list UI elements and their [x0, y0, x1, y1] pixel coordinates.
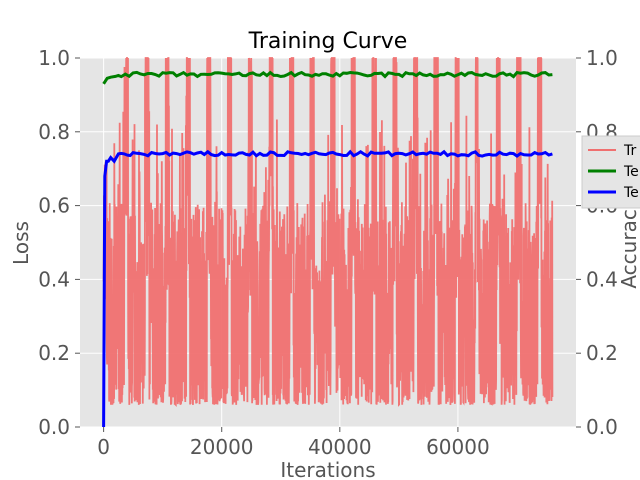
- y2-tick-label: 0.0: [586, 415, 618, 439]
- series-line-train-loss: [102, 57, 554, 407]
- chart-title: Training Curve: [248, 29, 408, 54]
- y-tick-label: 0.8: [38, 120, 70, 144]
- y-axis-label: Loss: [9, 221, 33, 265]
- y-axis-left: 0.0 0.2 0.4 0.6 0.8 1.0: [38, 46, 80, 439]
- legend-label-test-green: Te: [623, 164, 639, 180]
- y-tick-label: 0.4: [38, 267, 70, 291]
- x-axis: 0 20000 40000 60000: [97, 427, 490, 459]
- legend-label-train: Tr: [623, 143, 636, 159]
- x-tick-label: 0: [97, 435, 110, 459]
- y2-tick-label: 1.0: [586, 46, 618, 70]
- series-line-test-blue: [102, 149, 553, 428]
- y-tick-label: 0.6: [38, 194, 70, 218]
- y-tick-label: 0.0: [38, 415, 70, 439]
- x-tick-label: 60000: [426, 435, 490, 459]
- x-axis-label: Iterations: [280, 458, 375, 480]
- y2-tick-label: 0.4: [586, 267, 618, 291]
- x-tick-label: 40000: [308, 435, 372, 459]
- y-tick-label: 1.0: [38, 46, 70, 70]
- legend-label-test-blue: Te: [623, 185, 639, 201]
- y-axis-right: 0.00.20.40.60.81.0: [576, 46, 618, 439]
- y2-tick-label: 0.2: [586, 341, 618, 365]
- y-tick-label: 0.2: [38, 341, 70, 365]
- series-line-test-green: [102, 70, 553, 85]
- series-layer: [102, 57, 554, 428]
- x-tick-label: 20000: [190, 435, 254, 459]
- y2-axis-label: Accuracy: [617, 197, 640, 288]
- legend: Tr Te Te: [581, 135, 640, 209]
